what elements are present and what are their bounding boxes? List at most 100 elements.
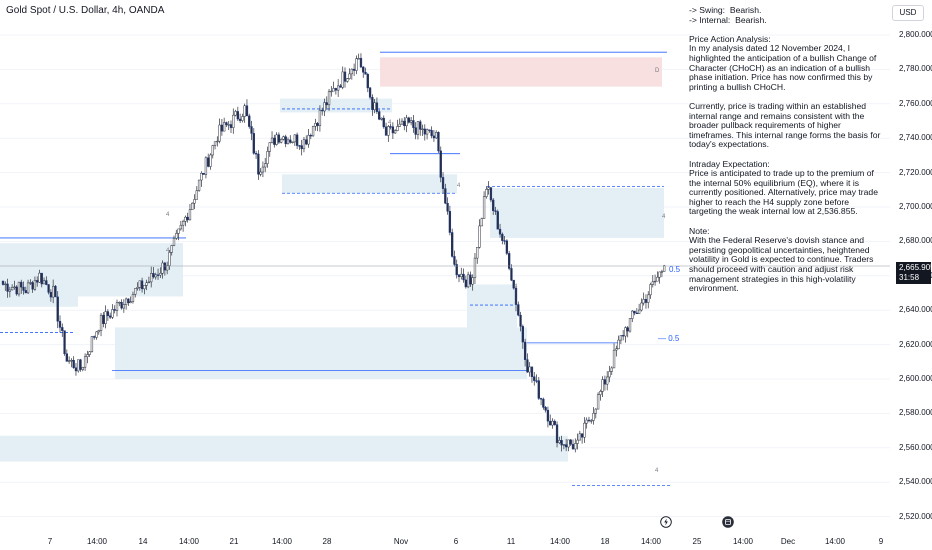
candle-down — [202, 172, 205, 175]
candle-down — [220, 124, 224, 132]
candle-up — [111, 309, 114, 318]
candle-down — [503, 240, 506, 242]
price-tick: 2,720.000 — [899, 167, 932, 177]
candle-up — [640, 302, 643, 311]
candle-up — [610, 367, 613, 372]
candle-up — [656, 276, 659, 282]
candle-up — [261, 166, 265, 173]
bar-countdown: 31:58 — [899, 273, 920, 282]
candle-up — [122, 304, 125, 309]
candle-up — [17, 281, 21, 295]
lightning-icon[interactable] — [660, 516, 672, 528]
candle-down — [403, 120, 406, 127]
time-tick: 11 — [506, 537, 516, 546]
candle-down — [352, 68, 356, 71]
candle-down — [439, 150, 442, 178]
price-tick: 2,580.000 — [899, 408, 932, 418]
candle-up — [86, 354, 89, 358]
candle-up — [99, 314, 103, 331]
candle-up — [660, 271, 664, 273]
currency-selector[interactable]: USD — [892, 5, 924, 21]
candle-up — [631, 310, 634, 319]
candle-up — [647, 294, 650, 303]
price-tick: 2,740.000 — [899, 133, 932, 143]
candle-down — [407, 117, 410, 123]
candle-down — [20, 281, 23, 288]
candle-down — [40, 272, 43, 285]
candle-up — [405, 117, 408, 127]
candle-up — [615, 348, 618, 351]
candle-down — [120, 301, 123, 309]
candle-up — [270, 137, 274, 143]
candle-up — [8, 289, 11, 292]
candle-up — [435, 132, 438, 139]
candle-down — [163, 262, 167, 271]
candle-down — [359, 58, 363, 68]
candle-up — [168, 252, 171, 266]
candle-up — [350, 68, 353, 75]
candle-down — [571, 444, 575, 450]
candle-up — [592, 412, 595, 421]
candle-up — [172, 238, 176, 246]
eq-label-lower-text: 0.5 — [668, 334, 680, 343]
zone-marker: 4 — [514, 284, 518, 290]
zone-supply — [490, 188, 664, 238]
candle-up — [145, 282, 148, 286]
candle-down — [362, 66, 365, 73]
candle-down — [501, 233, 504, 241]
candle-up — [421, 128, 424, 131]
candle-down — [229, 124, 233, 128]
time-tick: Nov — [393, 537, 409, 546]
candle-down — [633, 310, 636, 314]
candle-down — [489, 187, 493, 201]
candle-down — [106, 311, 110, 317]
calendar-flag-icon[interactable] — [722, 516, 734, 528]
candle-up — [118, 301, 121, 304]
candle-down — [245, 105, 249, 117]
candle-up — [200, 172, 203, 181]
candle-down — [517, 304, 520, 316]
candle-up — [29, 282, 32, 284]
candle-down — [339, 85, 342, 88]
candle-up — [585, 419, 588, 424]
candle-up — [330, 90, 333, 93]
price-tick: 2,520.000 — [899, 511, 932, 521]
candle-down — [156, 274, 160, 276]
candle-down — [72, 360, 75, 369]
zone-marker: 4 — [166, 212, 170, 218]
candle-down — [31, 282, 34, 290]
candle-up — [232, 114, 235, 128]
candle-down — [537, 380, 540, 399]
candle-up — [38, 272, 41, 283]
candle-up — [606, 376, 609, 385]
candle-up — [578, 433, 581, 441]
price-tick: 2,800.000 — [899, 30, 932, 39]
candle-down — [496, 211, 499, 230]
candle-up — [567, 439, 570, 448]
candle-down — [321, 109, 324, 112]
candle-up — [159, 272, 162, 276]
candle-down — [252, 133, 255, 154]
candle-up — [624, 327, 627, 337]
candle-down — [635, 312, 638, 315]
candle-up — [628, 318, 632, 332]
candle-up — [357, 58, 360, 60]
candle-down — [254, 153, 258, 155]
candle-up — [204, 157, 208, 175]
candle-up — [181, 221, 185, 226]
candle-up — [658, 271, 661, 278]
candles-layer — [1, 53, 666, 453]
candle-up — [396, 126, 399, 131]
candle-down — [553, 420, 556, 425]
candle-up — [355, 58, 358, 71]
eq-label-upper: 0.5 — [669, 265, 681, 274]
candle-down — [494, 210, 497, 212]
candle-down — [391, 126, 395, 134]
candle-down — [316, 123, 319, 126]
candle-down — [428, 129, 431, 131]
candle-down — [343, 71, 347, 82]
candle-up — [416, 121, 420, 135]
candle-up — [576, 439, 579, 444]
candle-up — [280, 139, 283, 143]
